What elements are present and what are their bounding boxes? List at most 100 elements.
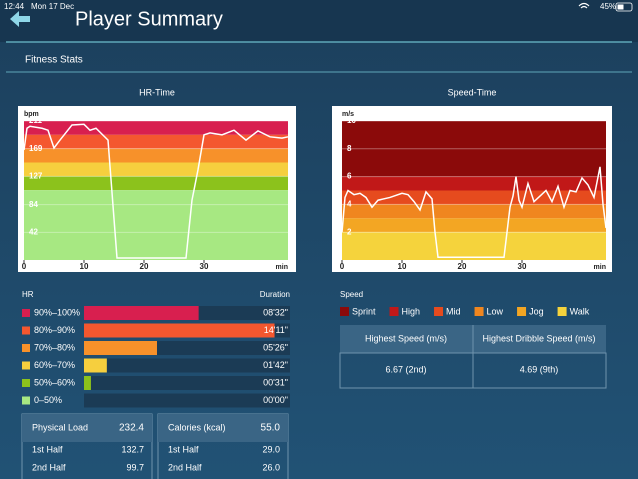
duration-header: Duration — [260, 290, 290, 299]
y-tick-label: 84 — [29, 200, 38, 209]
zone-band — [342, 204, 606, 219]
zone-label: 70%–80% — [34, 342, 75, 352]
x-tick-label: 10 — [398, 262, 407, 271]
page-title: Player Summary — [75, 8, 223, 30]
legend-swatch — [389, 307, 399, 316]
zone-swatch — [22, 396, 30, 405]
duration-label: 00'00" — [263, 395, 288, 405]
table-header-cell: Highest Speed (m/s) — [365, 333, 447, 343]
legend-label: Walk — [570, 306, 590, 316]
box-total: 55.0 — [261, 423, 281, 434]
box-row-label: 2nd Half — [168, 462, 202, 472]
zone-swatch — [22, 326, 30, 335]
y-tick-label: 8 — [347, 144, 352, 153]
zones-title: HR — [22, 290, 34, 299]
x-unit: min — [276, 264, 288, 271]
bar — [84, 306, 199, 320]
data-line — [23, 123, 289, 259]
section-title: Fitness Stats — [25, 55, 83, 66]
x-tick-label: 30 — [200, 262, 209, 271]
x-tick-label: 20 — [458, 262, 467, 271]
legend-label: Sprint — [352, 306, 376, 316]
box-row-label: 1st Half — [32, 444, 63, 454]
bar-track — [84, 358, 290, 373]
x-tick-label: 0 — [340, 262, 345, 271]
legend-swatch — [434, 307, 444, 316]
status-time: 12:44 — [4, 2, 25, 11]
bar-track — [84, 393, 290, 408]
y-tick-label: 169 — [29, 144, 43, 153]
y-tick-label: 2 — [347, 227, 352, 236]
legend-swatch — [517, 307, 527, 316]
header-bar — [0, 0, 638, 42]
table-cell: 4.69 (9th) — [520, 364, 559, 374]
duration-label: 14'11" — [264, 325, 288, 335]
box-header — [22, 414, 152, 442]
status-battery: 45% — [600, 2, 616, 11]
box-row-value: 29.0 — [262, 444, 280, 454]
y-unit: bpm — [24, 111, 39, 118]
zone-band — [342, 232, 606, 260]
box-title: Calories (kcal) — [168, 422, 226, 432]
battery-icon — [615, 2, 633, 12]
legend-label: High — [402, 306, 421, 316]
zone-band — [24, 148, 288, 163]
legend-label: Low — [487, 306, 504, 316]
legend-title: Speed — [340, 290, 363, 299]
zone-swatch — [22, 379, 30, 387]
y-tick-label: 4 — [347, 200, 352, 209]
wifi-icon — [578, 2, 590, 9]
zone-band — [342, 176, 606, 191]
y-unit: m/s — [342, 111, 354, 118]
zone-label: 90%–100% — [34, 307, 80, 317]
zone-band — [24, 176, 288, 191]
bar — [84, 358, 107, 373]
zone-band — [24, 121, 288, 135]
back-button[interactable] — [10, 11, 30, 27]
data-line — [341, 166, 607, 258]
box-row-value: 26.0 — [262, 462, 280, 472]
battery-level — [617, 4, 624, 10]
y-tick-label: 10 — [347, 116, 356, 125]
zone-label: 0–50% — [34, 395, 62, 405]
legend-label: Mid — [446, 306, 461, 316]
x-tick-label: 0 — [22, 262, 27, 271]
box-row-value: 99.7 — [126, 462, 144, 472]
box-row-value: 132.7 — [121, 444, 144, 454]
legend-swatch — [557, 307, 567, 316]
table-header-cell: Highest Dribble Speed (m/s) — [482, 333, 595, 343]
box-title: Physical Load — [32, 422, 88, 432]
legend-label: Jog — [529, 306, 544, 316]
bar — [84, 323, 275, 338]
chart-title: Speed-Time — [448, 87, 497, 97]
zone-swatch — [22, 344, 30, 352]
chart-title: HR-Time — [139, 87, 175, 97]
status-date: Mon 17 Dec — [31, 2, 74, 11]
x-tick-label: 20 — [140, 262, 149, 271]
bar-track — [84, 376, 290, 390]
zone-swatch — [22, 361, 30, 370]
legend-swatch — [340, 307, 349, 316]
box-total: 232.4 — [119, 423, 144, 434]
box-row-label: 2nd Half — [32, 462, 66, 472]
bar — [84, 341, 157, 355]
x-unit: min — [594, 264, 606, 271]
box-row-label: 1st Half — [168, 444, 199, 454]
zone-band — [342, 121, 606, 177]
duration-label: 08'32" — [263, 307, 288, 317]
zone-label: 80%–90% — [34, 325, 75, 335]
legend-swatch — [474, 307, 484, 316]
zone-band — [342, 218, 606, 233]
zone-label: 60%–70% — [34, 360, 75, 370]
bar — [84, 376, 91, 390]
y-tick-label: 42 — [29, 227, 38, 236]
table-cell: 6.67 (2nd) — [385, 364, 426, 374]
x-tick-label: 10 — [80, 262, 89, 271]
x-tick-label: 30 — [518, 262, 527, 271]
duration-label: 00'31" — [263, 377, 288, 387]
zone-band — [24, 162, 288, 177]
duration-label: 05'26" — [263, 342, 288, 352]
zone-band — [24, 190, 288, 260]
